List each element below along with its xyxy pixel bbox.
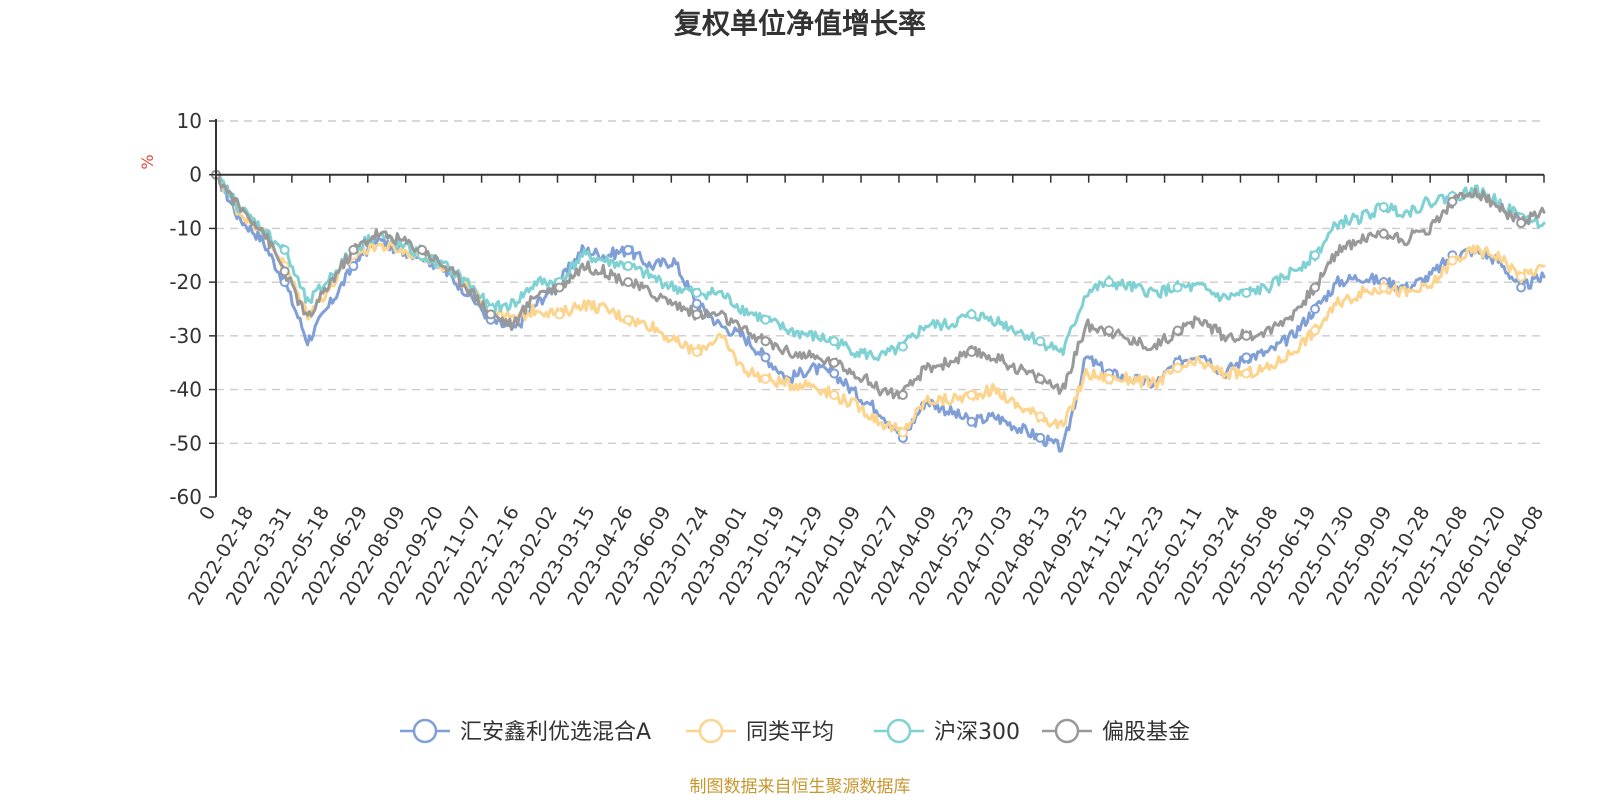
legend-item-1[interactable]: 汇安鑫利优选混合A [400,718,651,745]
data-point [623,277,634,288]
data-point [966,416,977,427]
data-point [966,346,977,357]
data-point [279,266,290,277]
data-point [1241,368,1252,379]
data-point [1241,352,1252,363]
grid-lines [216,120,1544,444]
data-point [829,357,840,368]
data-point [1310,250,1321,261]
legend-item-3[interactable]: 沪深300 [874,718,1020,745]
y-tick-labels: 10 0 -10 -20 -30 -40 -50 -60 [169,109,202,509]
series-line-4 [214,170,1546,400]
x-tick-labels: 02022-02-182022-03-312022-05-182022-06-2… [184,502,1548,609]
legend-label: 汇安鑫利优选混合A [460,720,651,745]
y-tick-label: -60 [169,485,202,509]
legend-circle-icon [1054,718,1080,744]
data-point [1447,196,1458,207]
series-line-3 [214,170,1546,362]
legend-circle-icon [886,718,912,744]
data-point [623,314,634,325]
data-point [1241,330,1252,341]
data-point [897,341,908,352]
legend-label: 沪深300 [934,720,1020,745]
data-point [966,309,977,320]
data-point [966,389,977,400]
chart-title: 复权单位净值增长率 [674,7,926,40]
y-tick-label: -30 [169,324,202,348]
data-point [1241,287,1252,298]
data-point [691,309,702,320]
data-point [1035,411,1046,422]
legend-label: 同类平均 [746,720,834,745]
legend[interactable]: 汇安鑫利优选混合A 同类平均 沪深300 偏股基金 [400,718,1190,745]
data-point [1310,325,1321,336]
data-point [1378,282,1389,293]
data-point [829,389,840,400]
data-source-note: 制图数据来自恒生聚源数据库 [690,777,911,797]
data-point [1378,201,1389,212]
data-point [348,261,359,272]
series-markers-2 [211,169,1527,438]
y-tick-label: 10 [177,109,202,133]
data-point [897,427,908,438]
x-tick-label: 0 [195,503,220,524]
data-point [829,368,840,379]
data-point [1035,373,1046,384]
data-point [1516,218,1527,229]
data-point [1172,282,1183,293]
data-point [760,336,771,347]
series-lines [211,169,1546,453]
data-point [829,336,840,347]
data-point [1310,282,1321,293]
legend-circle-icon [698,718,724,744]
data-point [760,314,771,325]
data-point [1035,432,1046,443]
data-point [1103,277,1114,288]
data-point [623,244,634,255]
legend-item-4[interactable]: 偏股基金 [1042,718,1190,745]
series-line-2 [214,171,1546,433]
data-point [691,298,702,309]
y-axis-unit-label: % [138,154,157,169]
data-point [554,282,565,293]
series-markers-3 [211,169,1527,352]
data-point [1172,325,1183,336]
legend-label: 偏股基金 [1102,720,1190,745]
data-point [1378,228,1389,239]
y-tick-label: -50 [169,431,202,455]
axes [209,119,1545,498]
data-point [1447,255,1458,266]
data-point [1516,282,1527,293]
data-point [897,389,908,400]
y-tick-label: -10 [169,216,202,240]
data-point [1103,373,1114,384]
data-point [554,309,565,320]
y-tick-label: -20 [169,270,202,294]
data-point [1310,304,1321,314]
data-point [691,287,702,298]
y-tick-label: -40 [169,378,202,402]
data-point [1172,363,1183,374]
legend-item-2[interactable]: 同类平均 [686,718,834,745]
data-point [348,244,359,255]
data-point [485,309,496,320]
y-tick-label: 0 [189,163,202,187]
data-point [417,244,428,255]
data-point [1103,325,1114,336]
series-markers-4 [211,169,1527,400]
data-point [623,261,634,272]
data-point [691,346,702,357]
series-markers-1 [211,169,1527,443]
data-point [1516,271,1527,282]
data-point [279,244,290,255]
data-point [760,373,771,384]
data-point [1035,336,1046,347]
legend-circle-icon [412,718,438,744]
data-point [760,352,771,363]
